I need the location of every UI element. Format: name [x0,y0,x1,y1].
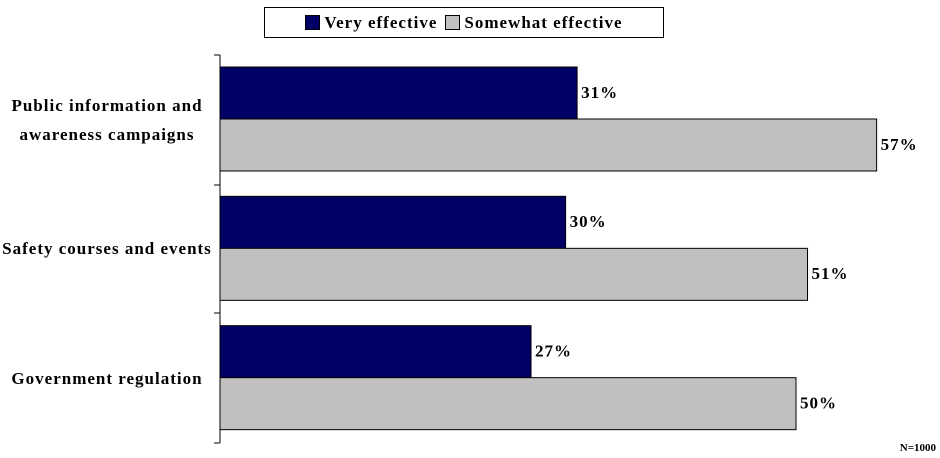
value-label: 51% [812,264,849,283]
annotation: N=1000 [899,442,936,454]
category-label: Safety courses and events [2,239,212,259]
legend-item: Very effective [305,13,437,33]
legend: Very effective Somewhat effective [264,7,664,38]
value-label: 31% [581,83,618,102]
bar [219,247,809,301]
bar [219,377,797,431]
value-label: 27% [535,342,572,361]
legend-label: Somewhat effective [464,12,623,32]
value-label: 50% [800,394,837,413]
bar [219,195,567,249]
category-label: Public information and awareness campaig… [11,95,203,144]
bar [219,325,532,379]
value-label: 30% [570,212,607,231]
bar [219,118,878,172]
legend-label: Very effective [324,12,438,32]
legend-swatch [445,15,461,30]
value-label: 57% [881,135,918,154]
legend-item: Somewhat effective [445,13,622,33]
bar [219,66,578,120]
category-label: Government regulation [11,368,203,388]
legend-swatch [305,15,321,30]
